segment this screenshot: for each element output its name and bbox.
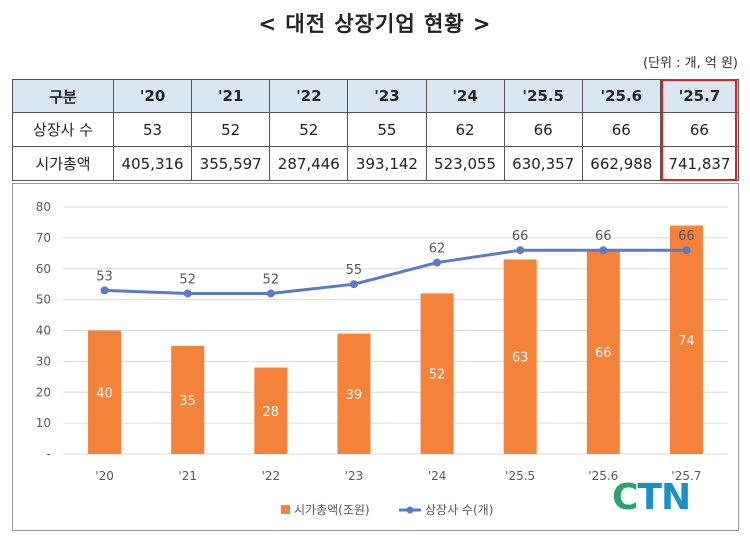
table-cell: 630,357	[503, 146, 583, 181]
y-tick-label: 70	[36, 231, 51, 245]
table-cell: 66	[659, 112, 740, 147]
table-cell: 52	[191, 112, 271, 147]
table-header-cell: '25.5	[503, 79, 583, 113]
bar	[337, 333, 371, 454]
y-tick-label: 50	[36, 293, 51, 307]
table-header-row: 구분 '20 '21 '22 '23 '24 '25.5 '25.6 '25.7	[12, 79, 740, 113]
line-data-label: 62	[429, 242, 446, 257]
bar	[171, 345, 205, 454]
line-series	[104, 248, 687, 295]
table-cell: 53	[112, 112, 193, 147]
x-tick-label: '23	[345, 469, 364, 483]
legend-line-label: 상장사 수(개)	[425, 503, 493, 517]
legend-bar-swatch	[281, 505, 290, 514]
table-cell: 287,446	[269, 146, 349, 181]
line-data-label: 55	[346, 263, 363, 278]
x-tick-label: '25.5	[505, 469, 535, 483]
line-point	[433, 258, 442, 267]
table-header-cell: '21	[191, 79, 271, 113]
bar-data-label: 28	[263, 405, 280, 420]
line-data-label: 52	[263, 272, 280, 287]
table-cell: 393,142	[347, 146, 427, 181]
table-header-cell: 구분	[12, 79, 114, 113]
x-tick-label: '20	[95, 469, 114, 483]
bar-data-label: 39	[346, 388, 363, 403]
row-label: 시가총액	[12, 146, 114, 181]
bar	[503, 259, 537, 454]
bar	[420, 293, 454, 454]
table-header-cell: '22	[269, 79, 349, 113]
y-tick-label: -	[47, 447, 51, 461]
line-data-label: 66	[678, 229, 695, 244]
y-tick-label: 80	[36, 200, 51, 214]
table-cell: 741,837	[659, 146, 740, 181]
line-point	[682, 246, 691, 255]
line-data-label: 52	[179, 272, 196, 287]
line-point	[266, 289, 275, 298]
y-tick-label: 10	[36, 416, 51, 430]
table-header-cell: '20	[112, 79, 193, 113]
line-point	[599, 246, 608, 255]
x-tick-label: '25.7	[671, 469, 701, 483]
bar	[669, 225, 703, 454]
ctn-logo: CTN	[612, 477, 691, 518]
x-tick-label: '22	[262, 469, 281, 483]
table-cell: 66	[503, 112, 583, 147]
y-tick-label: 20	[36, 385, 51, 399]
table-header-cell: '24	[425, 79, 505, 113]
page-title: < 대전 상장기업 현황 >	[258, 12, 492, 36]
table-cell: 55	[347, 112, 427, 147]
row-label: 상장사 수	[12, 112, 114, 147]
chart-frame: - 10 20 30 40 50 60 70 80 '20 '21 '22 '23 '24 '25.5 '25…	[12, 183, 739, 531]
bar-data-label: 66	[595, 346, 612, 361]
data-table: 구분 '20 '21 '22 '23 '24 '25.5 '25.6 '25.7…	[12, 79, 740, 181]
y-tick-label: 30	[36, 354, 51, 368]
line-data-label: 66	[595, 229, 612, 244]
line-point	[516, 246, 525, 255]
table-header-cell: '23	[347, 79, 427, 113]
bar	[586, 250, 620, 454]
y-tick-label: 60	[36, 262, 51, 276]
bar	[88, 330, 122, 454]
line-data-label: 53	[96, 269, 113, 284]
bar	[254, 367, 288, 454]
table-row-company-count: 상장사 수 53 52 52 55 62 66 66 66	[12, 112, 740, 147]
y-tick-label: 40	[36, 324, 51, 338]
legend-bar-label: 시가총액(조원)	[294, 503, 370, 517]
table-cell: 52	[269, 112, 349, 147]
bar-data-label: 63	[512, 351, 529, 366]
table-cell: 662,988	[581, 146, 661, 181]
table-row-market-cap: 시가총액 405,316 355,597 287,446 393,142 523…	[12, 146, 740, 181]
unit-note: (단위 : 개, 억 원)	[643, 56, 738, 71]
table-header-cell: '25.6	[581, 79, 661, 113]
table-cell: 66	[581, 112, 661, 147]
bar-data-label: 74	[678, 334, 695, 349]
x-tick-label: '25.6	[588, 469, 618, 483]
x-tick-label: '21	[178, 469, 197, 483]
table-cell: 355,597	[191, 146, 271, 181]
bar-data-label: 40	[96, 386, 113, 401]
table-cell: 523,055	[425, 146, 505, 181]
table-cell: 62	[425, 112, 505, 147]
bar-data-label: 35	[179, 394, 196, 409]
bar-data-label: 52	[429, 368, 446, 383]
table-header-cell: '25.7	[659, 79, 740, 113]
legend-line-marker	[406, 506, 414, 514]
table-cell: 405,316	[112, 146, 193, 181]
x-tick-label: '24	[428, 469, 447, 483]
line-point	[183, 289, 192, 298]
line-point	[349, 280, 358, 289]
combo-chart: - 10 20 30 40 50 60 70 80 '20 '21 '22 '23 '24 '25.5 '25…	[36, 200, 728, 517]
line-data-label: 66	[512, 229, 529, 244]
line-point	[100, 286, 109, 295]
